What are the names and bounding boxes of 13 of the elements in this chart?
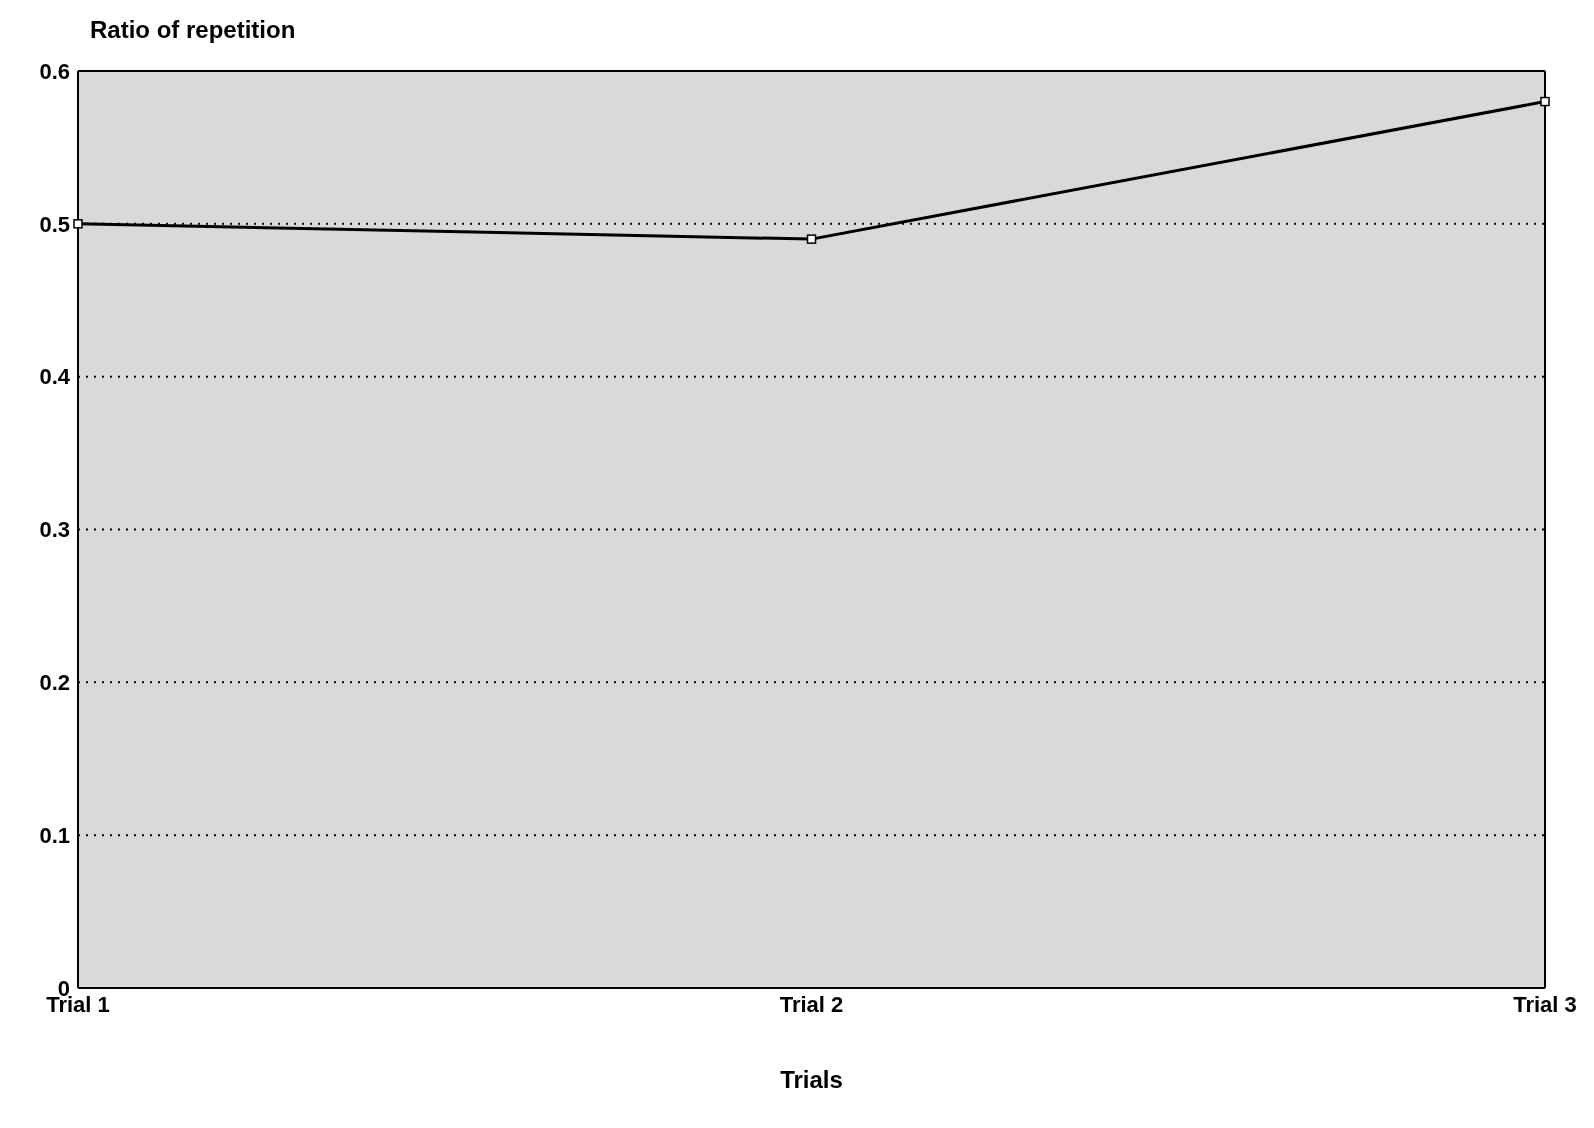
point [1540,96,1550,107]
x-tick-label: Trial 2 [779,991,844,1017]
x-axis-title: Trials [780,1066,843,1093]
point [806,234,817,244]
y-axis-title: Ratio of repetition [90,16,296,44]
x-tick-label: Trial 3 [1513,991,1577,1017]
y-tick-label: 0.4 [39,364,71,390]
y-tick-label: 0.2 [39,670,70,696]
y-tick-label: 0.3 [39,517,70,543]
y-tick-label: 0.5 [39,211,70,237]
y-tick-label: 0.6 [39,58,70,84]
y-tick-label: 0.1 [39,822,70,848]
point [73,219,83,229]
